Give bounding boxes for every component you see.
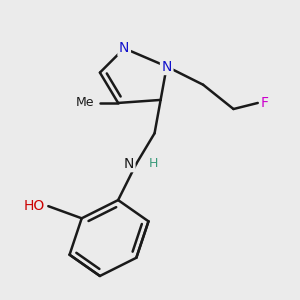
Text: N: N: [119, 41, 129, 55]
Text: H: H: [148, 157, 158, 170]
Text: N: N: [124, 157, 134, 171]
Text: Me: Me: [75, 96, 94, 110]
Text: HO: HO: [24, 199, 45, 213]
Text: F: F: [261, 96, 269, 110]
Text: N: N: [161, 59, 172, 74]
